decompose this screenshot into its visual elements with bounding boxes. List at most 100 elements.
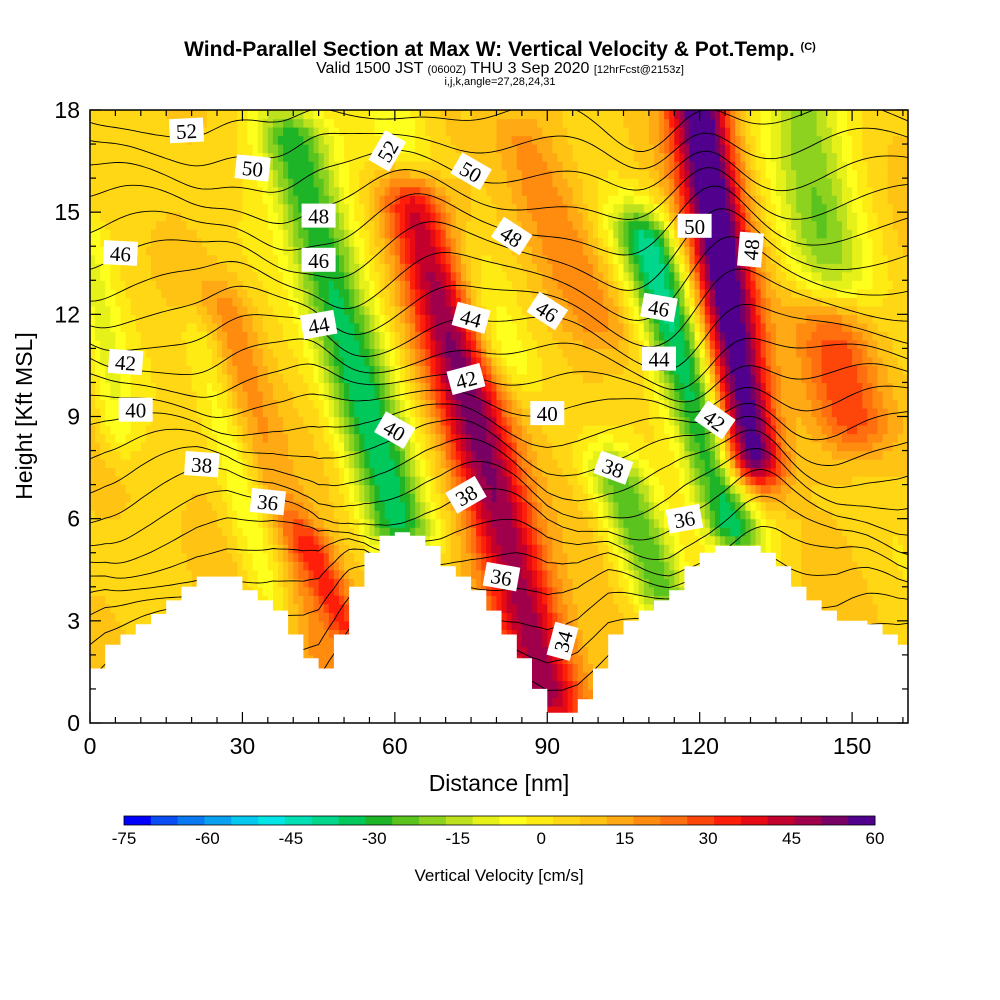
- heat-cell: [338, 476, 345, 486]
- heat-cell: [405, 110, 411, 120]
- heat-cell: [201, 144, 208, 154]
- heat-cell: [323, 373, 330, 384]
- heat-cell: [242, 493, 249, 503]
- heat-cell: [242, 382, 249, 392]
- heat-cell: [313, 629, 320, 639]
- heat-cell: [262, 203, 269, 213]
- heat-cell: [227, 510, 233, 520]
- heat-cell: [323, 305, 330, 315]
- heat-cell: [196, 527, 203, 537]
- heat-cell: [100, 161, 106, 171]
- heat-cell: [420, 161, 426, 171]
- heat-cell: [272, 195, 279, 205]
- heat-cell: [283, 365, 289, 375]
- heat-cell: [242, 484, 249, 494]
- heat-cell: [389, 484, 396, 494]
- heat-cell: [328, 169, 335, 179]
- heat-cell: [430, 527, 437, 537]
- heat-cell: [171, 229, 177, 239]
- heat-cell: [110, 527, 116, 537]
- heat-cell: [150, 399, 157, 409]
- heat-cell: [425, 169, 432, 179]
- heat-cell: [206, 544, 213, 554]
- heat-cell: [333, 237, 340, 247]
- heat-cell: [90, 518, 96, 528]
- heat-cell: [435, 169, 442, 179]
- heat-cell: [100, 348, 106, 358]
- heat-cell: [227, 246, 233, 256]
- heat-cell: [95, 356, 101, 367]
- heat-cell: [211, 169, 218, 179]
- heat-cell: [333, 254, 340, 264]
- heat-cell: [242, 407, 249, 418]
- heat-cell: [166, 356, 172, 367]
- heat-cell: [328, 493, 335, 503]
- heat-cell: [115, 450, 122, 460]
- heat-cell: [90, 561, 96, 571]
- heat-cell: [262, 365, 269, 375]
- heat-cell: [374, 390, 381, 401]
- heat-cell: [333, 382, 340, 392]
- heat-cell: [90, 220, 96, 230]
- heat-cell: [425, 425, 432, 435]
- heat-cell: [166, 365, 172, 375]
- heat-cell: [140, 442, 147, 452]
- heat-cell: [384, 195, 391, 205]
- heat-cell: [242, 212, 249, 222]
- heat-cell: [293, 382, 299, 392]
- heat-cell: [110, 144, 116, 154]
- heat-cell: [232, 416, 238, 426]
- heat-cell: [242, 144, 249, 154]
- heat-cell: [176, 442, 183, 452]
- heat-cell: [318, 288, 325, 298]
- heat-cell: [252, 271, 259, 281]
- heat-cell: [145, 552, 152, 562]
- heat-cell: [237, 339, 244, 349]
- heat-cell: [288, 263, 294, 273]
- heat-cell: [323, 484, 330, 494]
- heat-cell: [110, 322, 116, 332]
- heat-cell: [105, 212, 111, 222]
- heat-cell: [95, 152, 101, 162]
- heat-cell: [150, 305, 157, 315]
- heat-cell: [288, 118, 294, 128]
- heat-cell: [405, 467, 411, 477]
- heat-cell: [394, 254, 401, 264]
- heat-cell: [191, 263, 198, 273]
- heat-cell: [206, 144, 213, 154]
- heat-cell: [181, 280, 188, 290]
- heat-cell: [110, 297, 116, 307]
- heat-cell: [181, 186, 188, 196]
- heat-cell: [135, 501, 142, 511]
- heat-cell: [130, 518, 137, 528]
- heat-cell: [130, 578, 137, 588]
- heat-cell: [171, 416, 177, 426]
- heat-cell: [262, 561, 269, 571]
- heat-cell: [288, 450, 294, 460]
- heat-cell: [420, 135, 426, 145]
- heat-cell: [272, 442, 279, 452]
- heat-cell: [267, 578, 274, 588]
- heat-cell: [130, 450, 137, 460]
- heat-cell: [308, 459, 315, 469]
- heat-cell: [125, 203, 132, 213]
- heat-cell: [140, 237, 147, 247]
- heat-cell: [384, 442, 391, 452]
- heat-cell: [323, 654, 330, 664]
- heat-cell: [349, 144, 355, 154]
- heat-cell: [298, 476, 304, 486]
- heat-cell: [277, 339, 284, 349]
- heat-cell: [227, 450, 233, 460]
- heat-cell: [389, 305, 396, 315]
- heat-cell: [120, 169, 127, 179]
- heat-cell: [435, 110, 442, 120]
- heat-cell: [359, 348, 365, 358]
- heat-cell: [176, 254, 183, 264]
- heat-cell: [237, 195, 244, 205]
- heat-cell: [227, 527, 233, 537]
- heat-cell: [277, 110, 284, 120]
- heat-cell: [145, 569, 152, 579]
- heat-cell: [272, 203, 279, 213]
- heat-cell: [333, 510, 340, 520]
- heat-cell: [237, 442, 244, 452]
